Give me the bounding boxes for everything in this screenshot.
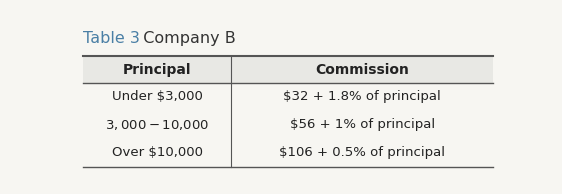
Text: Commission: Commission (315, 63, 409, 77)
Text: Table 3: Table 3 (83, 31, 140, 46)
Text: $32 + 1.8% of principal: $32 + 1.8% of principal (283, 90, 441, 103)
Text: Over $10,000: Over $10,000 (112, 146, 203, 159)
Text: Principal: Principal (123, 63, 192, 77)
Text: Company B: Company B (133, 31, 236, 46)
Text: $56 + 1% of principal: $56 + 1% of principal (289, 118, 434, 131)
Text: $3,000−$10,000: $3,000−$10,000 (105, 118, 210, 132)
Text: Under $3,000: Under $3,000 (112, 90, 203, 103)
Text: $106 + 0.5% of principal: $106 + 0.5% of principal (279, 146, 445, 159)
